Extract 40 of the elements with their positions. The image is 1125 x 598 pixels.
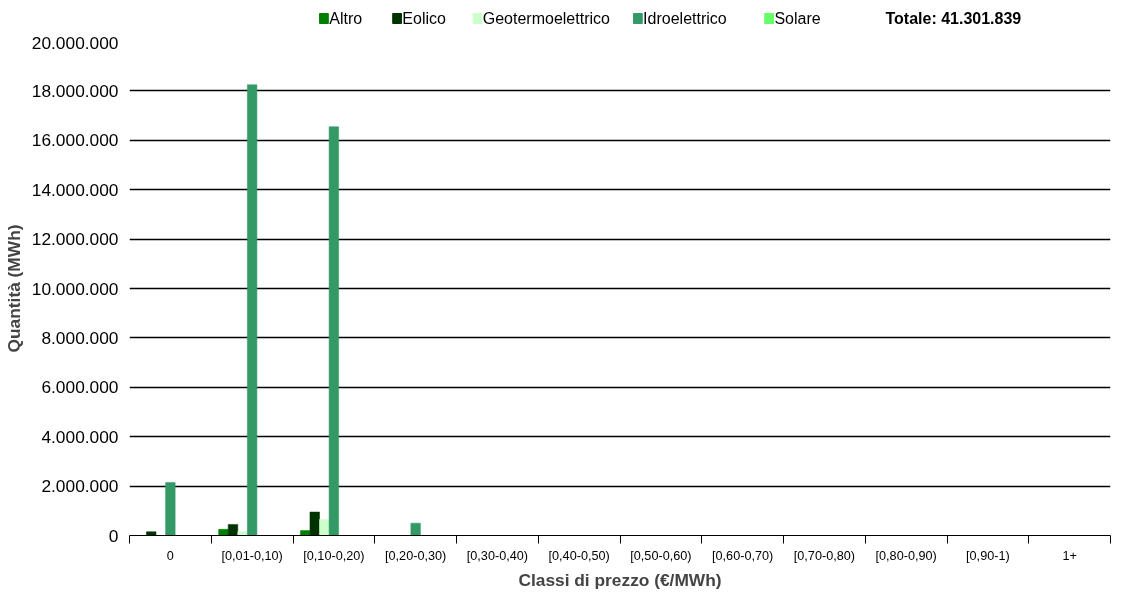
y-tick-label: 20.000.000 <box>31 32 119 53</box>
y-tick-label: 4.000.000 <box>41 426 119 447</box>
x-axis-title: Classi di prezzo (€/MWh) <box>518 569 722 590</box>
x-tick-label: [0,01-0,10) <box>221 548 283 563</box>
bar <box>146 531 157 536</box>
legend-label: Geotermoelettrico <box>482 10 611 27</box>
bar <box>410 522 421 536</box>
bar <box>328 126 339 536</box>
y-tick-label: 0 <box>108 525 119 546</box>
y-tick-label: 8.000.000 <box>41 327 119 348</box>
x-tick-label: [0,60-0,70) <box>712 548 774 563</box>
x-tick-label: 0 <box>166 548 174 563</box>
y-tick-label: 2.000.000 <box>41 476 119 497</box>
bar <box>227 524 239 536</box>
x-tick-label: [0,30-0,40) <box>466 548 528 563</box>
y-tick-label: 16.000.000 <box>31 130 119 151</box>
bar <box>218 529 229 536</box>
x-tick-label: [0,70-0,80) <box>793 548 855 563</box>
y-tick-label: 12.000.000 <box>31 229 119 250</box>
x-tick-label: [0,10-0,20) <box>303 548 365 563</box>
y-tick-label: 14.000.000 <box>31 179 119 200</box>
legend-label: Eolico <box>402 10 447 27</box>
y-tick-label: 10.000.000 <box>31 278 119 299</box>
x-tick-label: [0,90-1) <box>966 548 1010 563</box>
legend-label: Idroelettrico <box>643 10 727 27</box>
y-tick-label: 18.000.000 <box>31 80 119 101</box>
bar <box>165 482 176 536</box>
bar <box>247 84 258 536</box>
text: Totale: 41.301.839 <box>885 10 1022 27</box>
x-tick-label: [0,20-0,30) <box>385 548 447 563</box>
x-tick-label: 1+ <box>1062 548 1077 563</box>
x-tick-label: [0,80-0,90) <box>875 548 937 563</box>
y-axis-title: Quantità (MWh) <box>3 224 24 353</box>
bar <box>309 511 320 536</box>
legend-label: Altro <box>329 10 363 27</box>
y-tick-label: 6.000.000 <box>41 377 119 398</box>
legend-label: Solare <box>774 10 821 27</box>
bar <box>237 531 248 536</box>
x-tick-label: [0,40-0,50) <box>548 548 610 563</box>
x-tick-label: [0,50-0,60) <box>630 548 692 563</box>
